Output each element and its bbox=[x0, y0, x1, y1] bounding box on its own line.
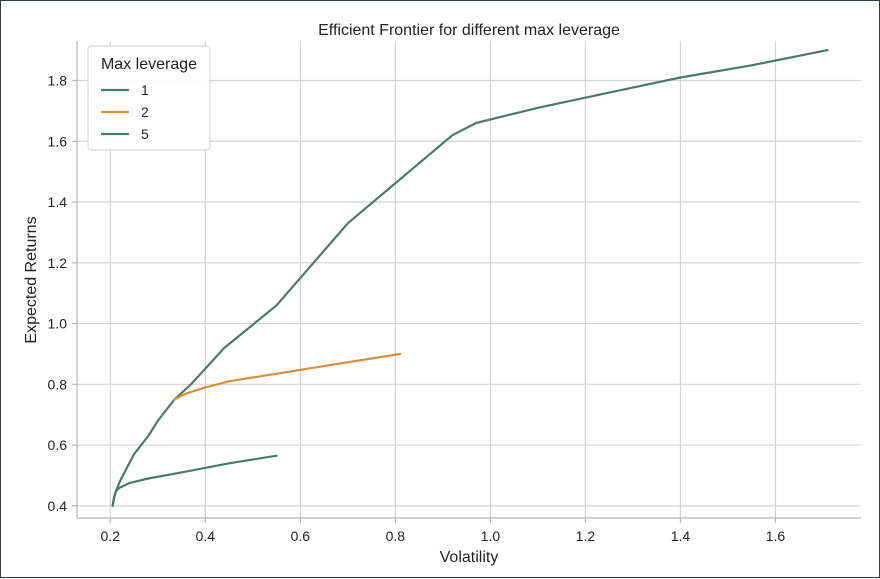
series-line-2 bbox=[173, 352, 402, 401]
x-tick-label: 0.6 bbox=[291, 528, 311, 544]
x-tick-label: 1.2 bbox=[576, 528, 596, 544]
y-tick-label: 1.8 bbox=[48, 72, 68, 88]
series-lines bbox=[111, 49, 829, 507]
y-tick-label: 0.8 bbox=[48, 376, 68, 392]
grid bbox=[77, 41, 861, 518]
series-line-1 bbox=[111, 454, 278, 507]
legend-label-5: 5 bbox=[141, 126, 149, 142]
y-tick-label: 1.4 bbox=[48, 194, 68, 210]
x-tick-label: 1.6 bbox=[766, 528, 786, 544]
legend: Max leverage 1 2 5 bbox=[87, 45, 211, 151]
x-tick-label: 0.8 bbox=[386, 528, 406, 544]
series-line-5 bbox=[111, 49, 829, 507]
x-tick-label: 0.2 bbox=[101, 528, 121, 544]
legend-box bbox=[87, 45, 211, 151]
y-axis-title: Expected Returns bbox=[23, 216, 40, 343]
axes bbox=[76, 41, 861, 519]
legend-label-1: 1 bbox=[141, 82, 149, 98]
y-tick-label: 1.2 bbox=[48, 255, 68, 271]
x-tick-label: 0.4 bbox=[196, 528, 216, 544]
x-tick-label: 1.0 bbox=[481, 528, 501, 544]
x-tick-label: 1.4 bbox=[671, 528, 691, 544]
legend-title: Max leverage bbox=[101, 56, 197, 73]
x-axis-title: Volatility bbox=[440, 549, 499, 566]
legend-label-2: 2 bbox=[141, 104, 149, 120]
x-tick-labels: 0.2 0.4 0.6 0.8 1.0 1.2 1.4 1.6 bbox=[101, 518, 786, 544]
chart-title: Efficient Frontier for different max lev… bbox=[318, 22, 620, 39]
y-tick-label: 1.6 bbox=[48, 133, 68, 149]
y-tick-label: 0.4 bbox=[48, 498, 68, 514]
y-tick-labels: 0.4 0.6 0.8 1.0 1.2 1.4 1.6 1.8 bbox=[48, 72, 77, 514]
y-tick-label: 0.6 bbox=[48, 437, 68, 453]
y-tick-label: 1.0 bbox=[48, 316, 68, 332]
